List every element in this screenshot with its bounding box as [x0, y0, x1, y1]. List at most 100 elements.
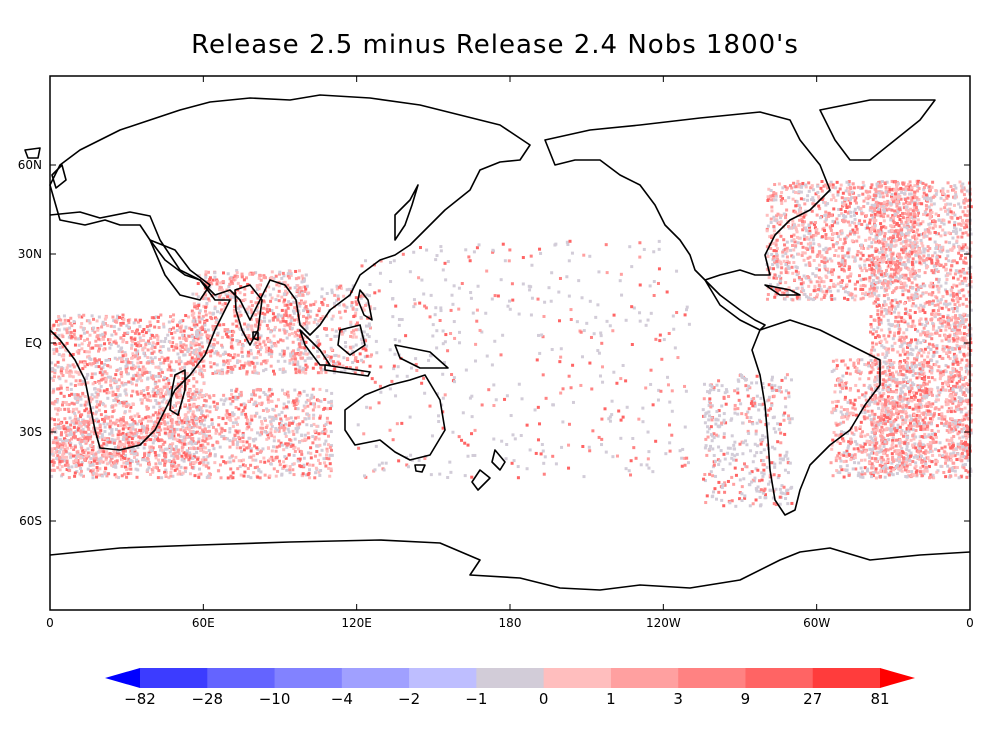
- field-cell: [192, 403, 196, 407]
- field-cell: [204, 293, 208, 297]
- field-cell: [96, 468, 100, 472]
- field-cell: [212, 400, 216, 404]
- field-cell: [208, 405, 212, 409]
- field-cell: [78, 336, 82, 340]
- field-cell: [179, 350, 183, 354]
- field-cell: [157, 401, 161, 405]
- field-cell: [247, 305, 251, 309]
- field-cell: [145, 456, 149, 460]
- field-cell: [156, 428, 160, 432]
- field-cell: [201, 439, 205, 443]
- field-cell: [254, 313, 258, 317]
- field-cell: [78, 437, 82, 441]
- field-cell: [317, 432, 321, 436]
- field-cell: [198, 368, 202, 372]
- field-cell: [75, 450, 79, 454]
- field-cell: [63, 407, 67, 411]
- field-cell: [148, 445, 152, 449]
- field-cell: [57, 462, 61, 466]
- field-cell: [306, 412, 310, 416]
- field-cell: [849, 210, 853, 214]
- field-cell: [60, 367, 64, 371]
- field-cell: [265, 323, 269, 327]
- field-cell: [169, 373, 173, 377]
- field-cell: [295, 430, 299, 434]
- field-cell: [113, 473, 117, 477]
- field-cell: [130, 346, 134, 350]
- field-cell: [805, 237, 809, 241]
- field-cell: [53, 371, 57, 375]
- field-cell: [212, 343, 216, 347]
- field-cell: [896, 187, 900, 191]
- field-cell: [199, 420, 203, 424]
- field-cell: [148, 449, 152, 453]
- field-cell: [154, 342, 158, 346]
- field-cell: [285, 445, 289, 449]
- field-cell: [771, 198, 775, 202]
- field-cell: [783, 248, 787, 252]
- field-cell: [287, 423, 291, 427]
- field-cell: [79, 453, 83, 457]
- field-cell: [146, 468, 150, 472]
- field-cell: [808, 255, 812, 259]
- field-cell: [848, 223, 852, 227]
- field-cell: [250, 397, 254, 401]
- field-cell: [103, 317, 107, 321]
- field-cell: [849, 214, 853, 218]
- field-cell: [120, 346, 124, 350]
- field-cell: [197, 475, 201, 479]
- field-cell: [105, 450, 109, 454]
- field-cell: [205, 409, 209, 413]
- field-cell: [857, 222, 861, 226]
- field-cell: [181, 371, 185, 375]
- field-cell: [188, 429, 192, 433]
- field-cell: [129, 416, 133, 420]
- field-cell: [189, 396, 193, 400]
- field-cell: [251, 458, 255, 462]
- field-cell: [99, 343, 103, 347]
- field-cell: [835, 242, 839, 246]
- field-cell: [224, 421, 228, 425]
- field-cell: [61, 400, 65, 404]
- field-cell: [847, 205, 851, 209]
- field-cell: [80, 347, 84, 351]
- field-cell: [123, 389, 127, 393]
- field-cell: [238, 340, 242, 344]
- field-cell: [237, 314, 241, 318]
- field-cell: [170, 454, 174, 458]
- field-cell: [820, 189, 824, 193]
- field-cell: [112, 340, 116, 344]
- field-cell: [847, 183, 851, 187]
- field-cell: [282, 354, 286, 358]
- field-cell: [312, 346, 316, 350]
- field-cell: [840, 248, 844, 252]
- field-cell: [199, 354, 203, 358]
- field-cell: [106, 440, 110, 444]
- field-cell: [167, 459, 171, 463]
- field-cell: [947, 322, 951, 326]
- field-cell: [175, 427, 179, 431]
- field-cell: [52, 387, 56, 391]
- field-cell: [130, 441, 134, 445]
- field-cell: [293, 449, 297, 453]
- field-cell: [147, 453, 151, 457]
- field-cell: [71, 410, 75, 414]
- field-cell: [779, 276, 783, 280]
- field-cell: [159, 313, 163, 317]
- field-cell: [301, 409, 305, 413]
- field-cell: [223, 306, 227, 310]
- field-cell: [73, 471, 77, 475]
- field-cell: [143, 395, 147, 399]
- field-cell: [811, 235, 815, 239]
- field-cell: [861, 192, 865, 196]
- field-cell: [269, 340, 273, 344]
- field-cell: [258, 433, 262, 437]
- field-cell: [101, 460, 105, 464]
- field-cell: [899, 241, 903, 245]
- field-cell: [206, 336, 210, 340]
- field-cell: [227, 285, 231, 289]
- field-cell: [911, 257, 915, 261]
- field-cell: [817, 243, 821, 247]
- field-cell: [349, 334, 353, 338]
- field-cell: [824, 246, 828, 250]
